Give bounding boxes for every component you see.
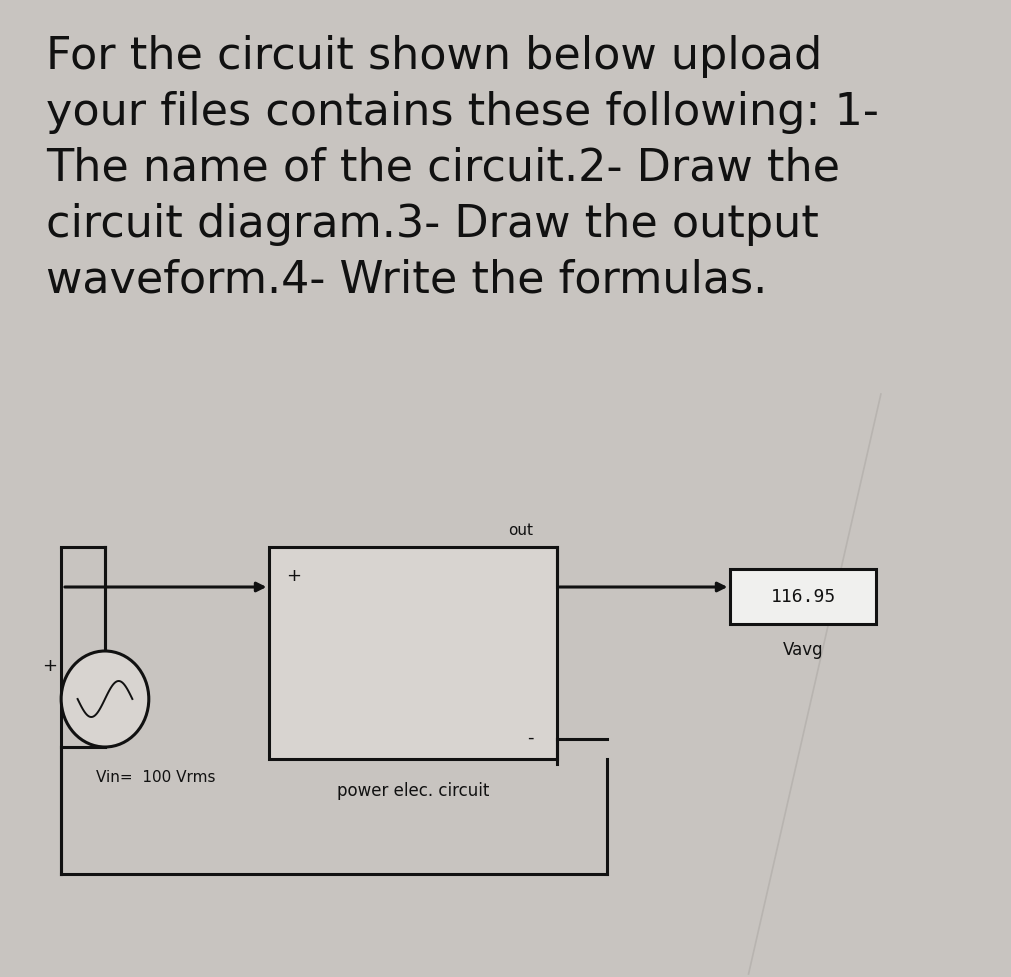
Bar [730, 570, 877, 624]
Circle shape [61, 652, 149, 747]
Text: -: - [528, 728, 534, 746]
Bar [269, 547, 557, 759]
Text: Vin=  100 Vrms: Vin= 100 Vrms [96, 769, 215, 785]
Text: 116.95: 116.95 [770, 588, 836, 606]
Text: Vavg: Vavg [783, 640, 824, 658]
Text: power elec. circuit: power elec. circuit [337, 782, 489, 799]
Text: +: + [42, 657, 58, 674]
Text: +: + [286, 567, 300, 584]
Text: out: out [508, 523, 533, 537]
Text: For the circuit shown below upload
your files contains these following: 1-
The n: For the circuit shown below upload your … [45, 35, 879, 301]
